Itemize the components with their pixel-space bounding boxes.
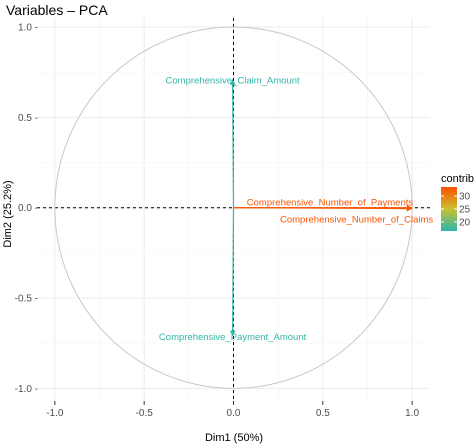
y-tick-label: -1.0 - (15, 384, 38, 395)
x-tick-label: -0.5 (136, 408, 154, 419)
x-tick-label: 0.0 (227, 408, 241, 419)
variable-label-Comprehensive_Number_of_Claims: Comprehensive_Number_of_Claims (280, 215, 433, 226)
legend-tick-label: 30 (459, 192, 471, 203)
legend-colorbar (441, 187, 457, 231)
y-axis-label: Dim2 (25.2%) (2, 180, 14, 247)
variable-label-Comprehensive_Claim_Amount: Comprehensive_Claim_Amount (166, 75, 300, 86)
legend-tick-label: 20 (459, 217, 471, 228)
variable-labels: Comprehensive_Claim_Amount Comprehensive_… (159, 75, 433, 343)
arrow-Comprehensive_Claim_Amount (232, 79, 235, 208)
reference-lines (37, 18, 430, 401)
x-axis-label: Dim1 (50%) (205, 432, 263, 444)
arrow-head-Comprehensive_Number_of_Claims (406, 205, 413, 212)
correlation-circle (54, 26, 413, 389)
x-axis-ticks: -1.0 -0.5 0.0 0.5 1.0 (46, 401, 420, 419)
correlation-circle-layer (54, 26, 413, 389)
y-tick-label: -0.5 - (15, 294, 38, 305)
variable-label-Comprehensive_Number_of_Payments: Comprehensive_Number_of_Payments (247, 198, 414, 209)
y-tick-label: 1.0 - (18, 23, 38, 34)
chart-title: Variables – PCA (6, 2, 108, 18)
arrow-head-Comprehensive_Claim_Amount (229, 79, 236, 85)
arrow-Comprehensive_Payment_Amount (232, 207, 235, 336)
x-tick-label: 0.5 (316, 408, 330, 419)
y-tick-label: 0.5 - (18, 113, 38, 124)
arrow-Comprehensive_Number_of_Claims (233, 207, 413, 210)
legend-title: contrib (441, 173, 474, 185)
arrow-head-Comprehensive_Payment_Amount (229, 330, 236, 336)
legend-tick-label: 25 (459, 205, 471, 216)
variable-label-Comprehensive_Payment_Amount: Comprehensive_Payment_Amount (159, 332, 307, 343)
x-tick-label: -1.0 (46, 408, 64, 419)
x-tick-label: 1.0 (405, 408, 419, 419)
y-axis-ticks: -1.0 - -0.5 - 0.0 - 0.5 - 1.0 - (15, 23, 38, 395)
variable-arrows (229, 79, 413, 336)
y-tick-label: 0.0 - (18, 203, 38, 214)
